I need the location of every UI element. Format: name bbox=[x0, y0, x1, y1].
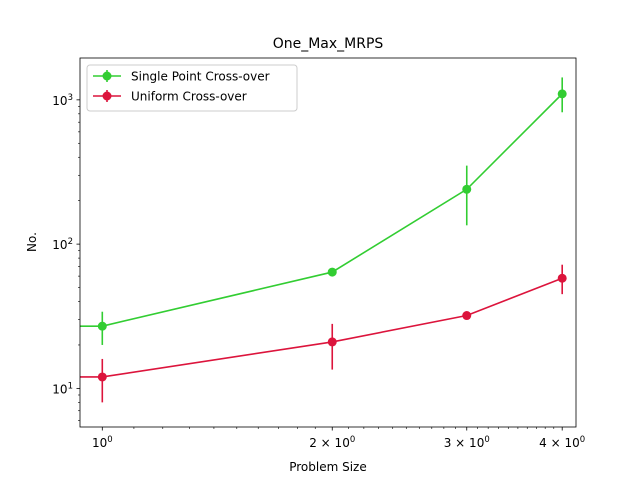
y-tick-label-0: 101 bbox=[52, 381, 73, 396]
x-tick-label-1: 2 × 100 bbox=[309, 435, 355, 450]
plot-background bbox=[80, 58, 576, 427]
x-axis-label: Problem Size bbox=[289, 460, 367, 474]
y-tick-label-0-exponent: 1 bbox=[68, 381, 73, 391]
x-tick-label-3: 4 × 100 bbox=[539, 435, 585, 450]
series-1-point-1 bbox=[327, 337, 337, 347]
y-tick-label-2: 103 bbox=[52, 93, 73, 108]
series-0-point-2 bbox=[462, 184, 472, 194]
x-tick-label-1-exponent: 0 bbox=[350, 435, 355, 445]
x-tick-label-1-base: 2 × 10 bbox=[309, 436, 350, 450]
legend-box bbox=[86, 64, 298, 112]
x-tick-label-2: 3 × 100 bbox=[444, 435, 490, 450]
legend: Single Point Cross-over Uniform Cross-ove… bbox=[86, 64, 298, 112]
legend-marker-1 bbox=[102, 91, 112, 101]
y-axis-label: No. bbox=[25, 232, 39, 252]
series-0 bbox=[80, 77, 567, 345]
chart-title: One_Max_MRPS bbox=[273, 36, 384, 52]
x-tick-label-2-base: 3 × 10 bbox=[444, 436, 485, 450]
series-0-point-0 bbox=[97, 321, 107, 331]
y-tick-label-0-base: 10 bbox=[52, 382, 67, 396]
series-0-point-3 bbox=[557, 89, 567, 99]
y-tick-label-1-base: 10 bbox=[52, 238, 67, 252]
x-tick-label-0-base: 10 bbox=[92, 436, 107, 450]
x-tick-label-0: 100 bbox=[92, 435, 113, 450]
x-tick-label-2-exponent: 0 bbox=[484, 435, 489, 445]
x-tick-label-3-exponent: 0 bbox=[580, 435, 585, 445]
x-tick-label-3-base: 4 × 10 bbox=[539, 436, 580, 450]
x-tick-label-0-exponent: 0 bbox=[107, 435, 112, 445]
legend-label-0: Single Point Cross-over bbox=[131, 70, 270, 84]
series-1-point-2 bbox=[462, 311, 472, 321]
y-tick-label-2-exponent: 3 bbox=[68, 93, 73, 103]
series-layer bbox=[80, 77, 567, 403]
series-1 bbox=[80, 264, 567, 403]
y-tick-label-1: 102 bbox=[52, 237, 73, 252]
series-1-point-0 bbox=[97, 372, 107, 382]
legend-label-1: Uniform Cross-over bbox=[131, 90, 247, 104]
series-0-point-1 bbox=[327, 267, 337, 277]
series-1-point-3 bbox=[557, 273, 567, 283]
legend-marker-0 bbox=[102, 71, 112, 81]
y-tick-label-1-exponent: 2 bbox=[68, 237, 73, 247]
y-tick-label-2-base: 10 bbox=[52, 94, 67, 108]
plot-frame bbox=[79, 57, 577, 428]
